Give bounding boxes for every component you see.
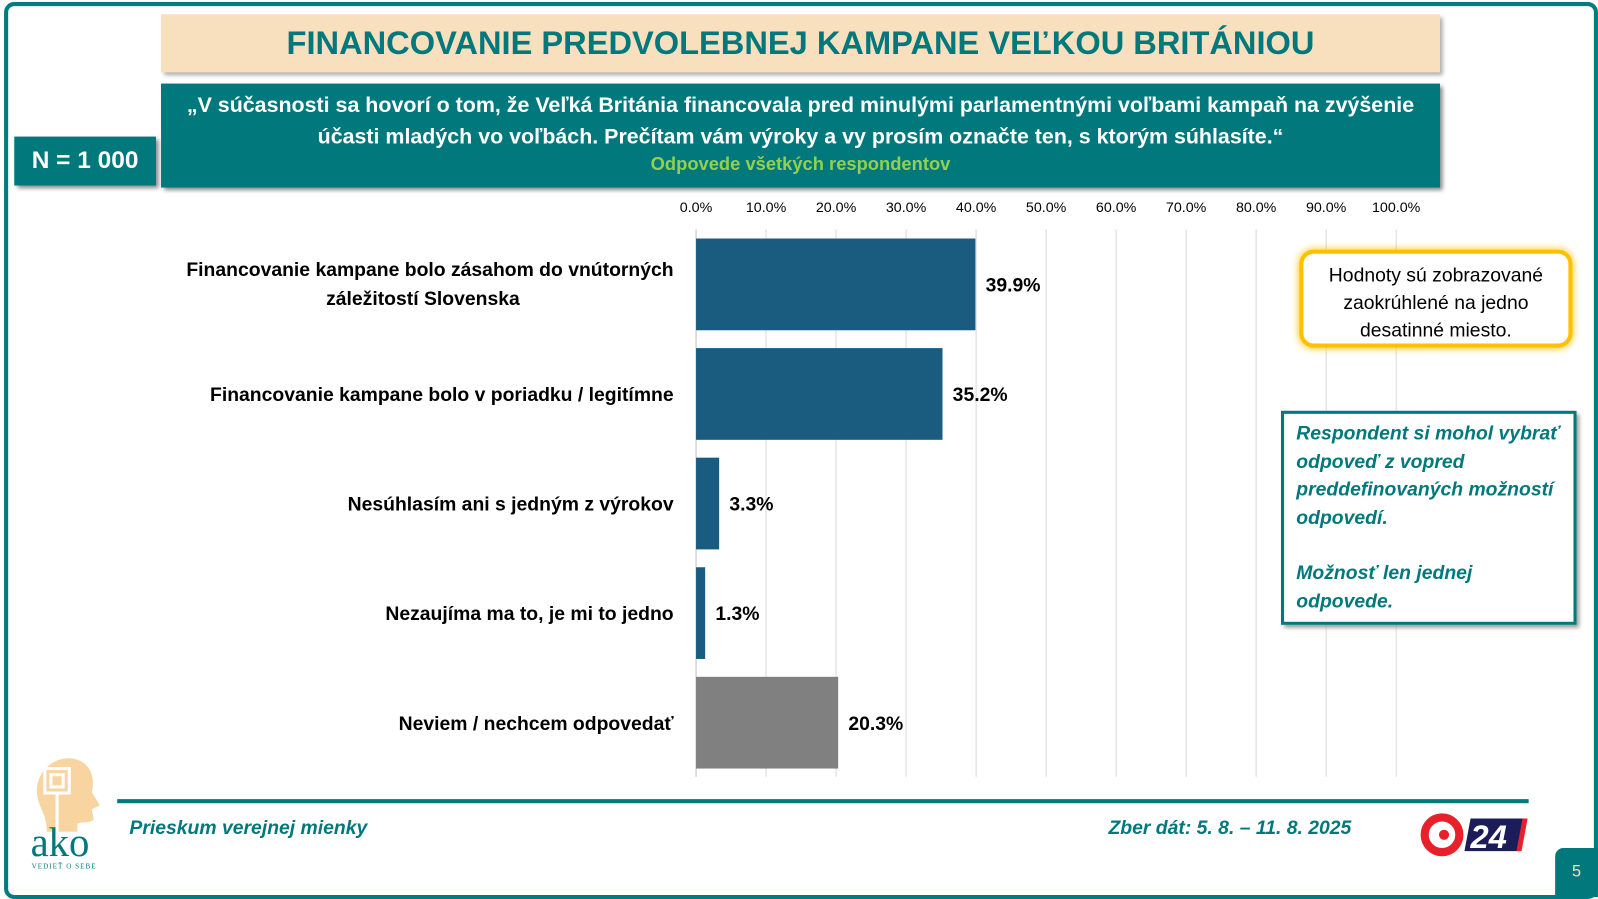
- bar: [696, 348, 943, 440]
- x-tick-label: 80.0%: [1236, 200, 1277, 216]
- ako-logo-text: ako: [31, 820, 90, 865]
- category-label: Neviem / nechcem odpovedať: [399, 713, 675, 735]
- x-tick-label: 30.0%: [886, 200, 927, 216]
- x-tick-label: 40.0%: [956, 200, 997, 216]
- svg-text:24: 24: [1470, 818, 1507, 855]
- bar: [696, 238, 976, 331]
- data-label: 39.9%: [986, 275, 1041, 297]
- bar: [696, 676, 839, 769]
- x-tick-label: 0.0%: [680, 200, 713, 216]
- x-tick-label: 70.0%: [1166, 200, 1207, 216]
- footer-divider: [117, 799, 1529, 804]
- category-label: Nesúhlasím ani s jedným z výrokov: [348, 494, 674, 516]
- single-answer-note: Možnosť len jednej odpovede.: [1296, 562, 1473, 613]
- page-number: 5: [1555, 848, 1598, 897]
- x-tick-label: 10.0%: [746, 200, 787, 216]
- x-tick-label: 90.0%: [1306, 200, 1347, 216]
- survey-label: Prieskum verejnej mienky: [129, 817, 368, 839]
- bar: [696, 457, 720, 550]
- svg-text:VEDIEŤ O SEBE: VEDIEŤ O SEBE: [32, 862, 97, 870]
- sample-size: N = 1 000: [14, 136, 156, 186]
- category-label: Financovanie kampane bolo v poriadku / l…: [210, 384, 674, 406]
- question-box: „V súčasnosti sa hovorí o tom, že Veľká …: [161, 83, 1440, 188]
- category-label: Financovanie kampane bolo zásahom do vnú…: [186, 259, 673, 310]
- x-tick-label: 50.0%: [1026, 200, 1067, 216]
- data-label: 1.3%: [715, 603, 759, 625]
- question-text: „V súčasnosti sa hovorí o tom, že Veľká …: [186, 93, 1415, 149]
- respondent-note: Respondent si mohol vybrať odpoveď z vop…: [1281, 410, 1577, 625]
- x-tick-label: 60.0%: [1096, 200, 1137, 216]
- data-label: 3.3%: [729, 494, 773, 516]
- tv24-logo-icon: 24: [1420, 813, 1528, 857]
- head-logo-icon: ako VEDIEŤ O SEBE: [31, 758, 100, 870]
- collection-dates: Zber dát: 5. 8. – 11. 8. 2025: [1108, 817, 1352, 839]
- data-label: 20.3%: [848, 713, 903, 735]
- question-subtitle: Odpovede všetkých respondentov: [650, 153, 951, 175]
- respondent-note-text: Respondent si mohol vybrať odpoveď z vop…: [1296, 423, 1560, 529]
- partner-logo: 24: [1420, 812, 1532, 862]
- slide-title: FINANCOVANIE PREDVOLEBNEJ KAMPANE VEĽKOU…: [161, 14, 1440, 73]
- x-tick-label: 100.0%: [1372, 200, 1421, 216]
- rounding-note: Hodnoty sú zobrazované zaokrúhlené na je…: [1299, 249, 1573, 348]
- x-tick-label: 20.0%: [816, 200, 857, 216]
- bar: [696, 567, 706, 659]
- data-label: 35.2%: [953, 384, 1008, 406]
- category-label: Nezaujíma ma to, je mi to jedno: [385, 603, 673, 625]
- ako-logo: ako VEDIEŤ O SEBE: [29, 756, 115, 870]
